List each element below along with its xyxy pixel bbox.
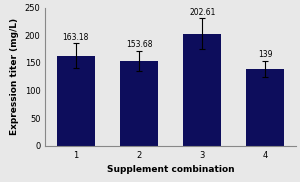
Text: 202.61: 202.61 <box>189 8 215 17</box>
Text: 139: 139 <box>258 50 273 59</box>
Bar <box>57 56 95 146</box>
Bar <box>183 34 221 146</box>
Text: 153.68: 153.68 <box>126 40 152 49</box>
Y-axis label: Expression titer (mg/L): Expression titer (mg/L) <box>10 18 19 135</box>
Bar <box>247 69 284 146</box>
Bar <box>120 61 158 146</box>
X-axis label: Supplement combination: Supplement combination <box>107 165 234 174</box>
Text: 163.18: 163.18 <box>62 33 89 42</box>
